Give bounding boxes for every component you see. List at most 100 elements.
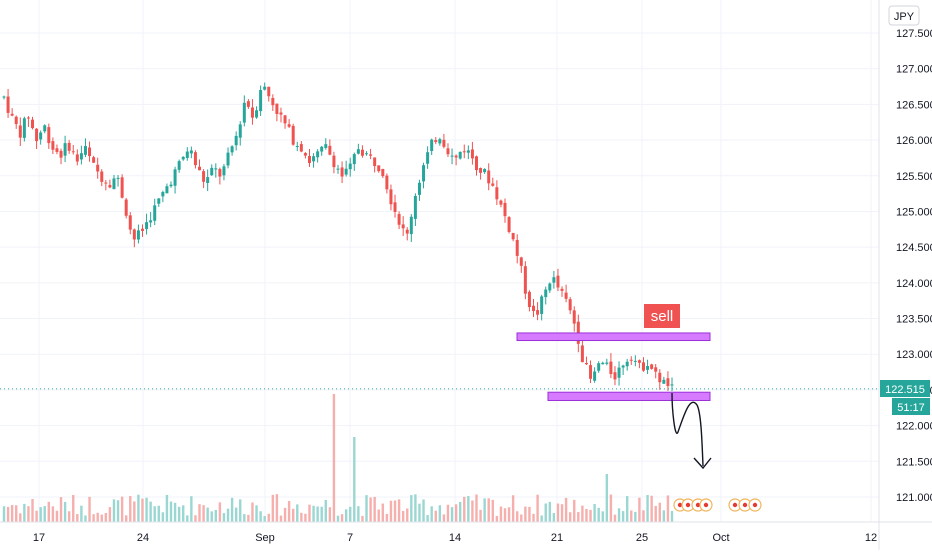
volume-bar [243,514,246,522]
price-tag-box [880,380,930,397]
volume-bar [100,514,103,522]
candle-body [609,361,613,375]
volume-bar [467,496,470,522]
volume-bar [410,495,413,522]
volume-bar [267,513,270,522]
volume-bar [15,505,18,522]
volume-bar [585,509,588,522]
time-tick-label: 24 [137,532,149,544]
volume-bar [434,510,437,522]
candle-body [454,155,458,158]
volume-bar [471,500,474,522]
volume-bar [108,507,112,522]
price-tick-label: 123.000 [896,349,932,361]
volume-bar [165,494,169,522]
volume-bar [377,509,380,522]
event-marker-dot-icon [695,502,701,508]
volume-bar [226,508,230,522]
candle-body [536,310,540,315]
candle-body [560,288,564,291]
candle-body [572,310,576,324]
volume-bar [577,512,580,522]
candle-body [621,365,625,368]
candle-body [255,110,259,118]
time-tick-label: 14 [449,532,461,544]
volume-bar [112,499,116,522]
grid-lines [0,0,879,522]
volume-bar [312,505,315,522]
countdown-tag-box [892,398,930,415]
volume-bar [279,515,283,522]
candle-body [92,157,96,163]
candle-body [312,156,316,162]
candle-body [116,177,120,179]
volume-bar [630,510,633,522]
volume-bar [222,513,226,522]
candle-body [206,177,210,183]
volume-bar [92,514,95,522]
volume-bar [59,497,63,522]
candle-body [161,191,165,197]
volume-bar [487,498,490,522]
price-tick-label: 122.000 [896,421,932,433]
candle-body [250,107,254,118]
candle-body [210,167,214,176]
volume-bar [296,504,299,522]
annotations [0,388,879,512]
volume-bar [422,499,425,522]
volume-bar [88,496,91,522]
volume-bar [173,502,177,522]
candle-body [222,166,226,176]
candle-body [96,164,100,172]
sell-label-box[interactable] [644,304,680,328]
volume-bar [516,511,519,522]
volume-bar [194,515,197,522]
candle-body [666,378,670,387]
candle-body [259,90,263,112]
volume-bar [344,509,348,522]
event-marker-dot-icon [742,502,748,508]
volume-bar [414,494,417,522]
zones[interactable] [516,332,711,401]
candle-body [2,96,6,98]
volume-bar [190,496,193,522]
candle-body [511,232,515,240]
candle-body [83,146,87,155]
volume-bar [259,511,262,522]
volume-bar [593,504,596,522]
volume-bar [503,508,507,522]
candle-body [548,283,552,291]
candle-body [430,139,434,151]
candle-body [295,145,299,147]
volume-bar [129,496,132,522]
candle-body [185,151,189,158]
volume-bar [540,515,543,522]
candle-body [63,143,67,156]
volume-bar [177,506,181,522]
candle-body [617,367,621,378]
candle-body [291,125,295,145]
candle-body [303,153,307,156]
candle-body [51,141,55,150]
candle-body [605,362,609,364]
candle-body [385,175,389,190]
candle-body [320,146,324,152]
candle-body [654,367,658,372]
zone-resistance[interactable] [516,332,711,342]
candle-body [593,371,597,381]
currency-label-box[interactable] [888,5,920,26]
volume-bar [96,512,99,522]
volume-bar [72,494,75,522]
zone-support[interactable] [547,391,711,401]
candle-body [26,117,30,119]
candle-body [287,124,291,127]
candle-body [568,299,572,311]
candles [2,82,674,392]
candle-body [198,166,202,171]
candle-body [59,150,63,158]
volume-bar [218,502,222,522]
volume-bar [230,497,234,522]
volume-bar [479,509,482,522]
